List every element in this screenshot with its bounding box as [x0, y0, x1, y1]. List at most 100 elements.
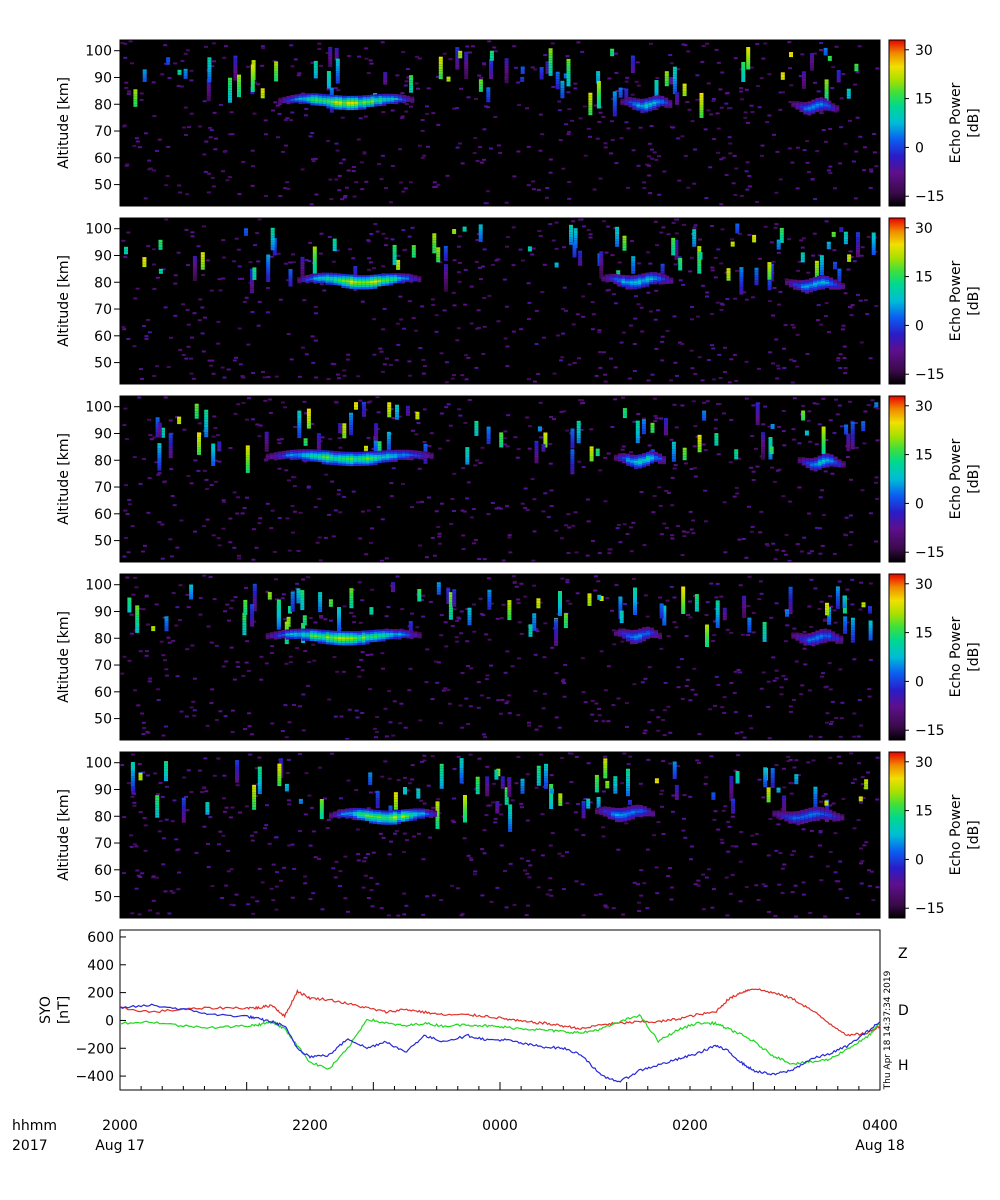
echo-cell: [819, 101, 824, 104]
noise-pixel: [283, 406, 288, 409]
noise-pixel: [872, 151, 877, 154]
noise-pixel: [464, 378, 469, 381]
noise-pixel: [301, 729, 306, 732]
noise-pixel: [251, 558, 256, 561]
echo-pixel: [541, 449, 546, 452]
echo-pixel: [272, 248, 277, 251]
echo-pixel: [801, 415, 806, 418]
echo-cell: [646, 455, 650, 459]
echo-pixel: [455, 62, 460, 65]
echo-cell: [329, 276, 334, 279]
echo-pixel: [850, 635, 855, 638]
noise-pixel: [312, 659, 317, 662]
echo-pixel: [850, 617, 855, 621]
echo-pixel: [672, 89, 677, 92]
echo-pixel: [622, 238, 627, 241]
echo-cell: [374, 94, 379, 97]
echo-cell: [353, 453, 358, 457]
noise-pixel: [768, 351, 773, 354]
echo-cell: [293, 449, 298, 452]
echo-pixel: [252, 601, 257, 604]
echo-cell: [831, 103, 836, 106]
echo-pixel: [560, 85, 565, 89]
echo-pixel: [300, 595, 305, 598]
echo-cell: [628, 97, 633, 100]
y-tick-label: 90: [94, 426, 112, 442]
noise-pixel: [673, 361, 678, 364]
echo-pixel: [631, 256, 636, 259]
echo-pixel: [821, 431, 826, 434]
echo-cell: [341, 275, 346, 278]
noise-pixel: [252, 112, 257, 115]
echo-pixel: [296, 588, 301, 591]
echo-cell: [617, 282, 622, 285]
echo-cell: [334, 103, 339, 106]
echo-pixel: [250, 616, 255, 620]
echo-pixel: [316, 445, 321, 449]
noise-pixel: [534, 728, 539, 731]
noise-pixel: [676, 68, 681, 71]
echo-pixel: [589, 448, 594, 452]
echo-pixel: [478, 239, 483, 242]
echo-cell: [362, 103, 367, 106]
echo-pixel: [452, 591, 457, 595]
echo-pixel: [211, 446, 216, 449]
echo-pixel: [353, 266, 358, 269]
echo-pixel: [650, 449, 655, 452]
noise-pixel: [849, 314, 854, 317]
echo-pixel: [228, 87, 232, 91]
noise-pixel: [186, 264, 190, 267]
echo-cell: [821, 455, 826, 459]
noise-pixel: [516, 448, 521, 451]
echo-cell: [346, 101, 351, 105]
echo-cell: [297, 281, 302, 284]
noise-pixel: [781, 430, 786, 433]
echo-pixel: [245, 460, 250, 463]
echo-cell: [318, 97, 323, 100]
echo-pixel: [847, 256, 852, 260]
echo-pixel: [405, 405, 410, 409]
noise-pixel: [742, 291, 747, 294]
noise-pixel: [690, 688, 695, 691]
echo-pixel: [438, 56, 443, 60]
noise-pixel: [145, 650, 149, 653]
echo-pixel: [560, 83, 565, 86]
echo-cell: [656, 99, 661, 102]
echo-pixel: [386, 436, 391, 440]
noise-pixel: [615, 90, 620, 92]
noise-pixel: [132, 345, 137, 348]
echo-cell: [338, 95, 343, 98]
echo-cell: [829, 287, 833, 290]
noise-pixel: [164, 668, 169, 671]
noise-pixel: [809, 735, 813, 738]
echo-pixel: [622, 245, 627, 249]
noise-pixel: [868, 357, 873, 360]
noise-pixel: [291, 253, 295, 256]
noise-pixel: [269, 527, 274, 530]
echo-cell: [382, 97, 387, 100]
noise-pixel: [317, 497, 322, 500]
noise-pixel: [189, 112, 194, 115]
echo-pixel: [417, 589, 422, 592]
noise-pixel: [202, 469, 207, 472]
echo-pixel: [762, 639, 767, 642]
echo-cell: [370, 102, 375, 105]
echo-pixel: [158, 268, 163, 272]
echo-pixel: [633, 600, 637, 603]
noise-pixel: [686, 50, 691, 53]
noise-pixel: [399, 702, 404, 705]
echo-cell: [333, 274, 338, 278]
echo-cell: [385, 283, 390, 286]
echo-cell: [397, 451, 402, 454]
noise-pixel: [502, 437, 507, 440]
echo-pixel: [383, 74, 388, 78]
noise-pixel: [122, 424, 127, 427]
noise-pixel: [378, 347, 383, 350]
echo-pixel: [868, 630, 873, 633]
echo-pixel: [619, 618, 624, 621]
noise-pixel: [379, 350, 384, 353]
echo-pixel: [464, 51, 469, 55]
echo-pixel: [396, 262, 401, 265]
echo-pixel: [353, 288, 358, 291]
echo-pixel: [369, 612, 374, 615]
